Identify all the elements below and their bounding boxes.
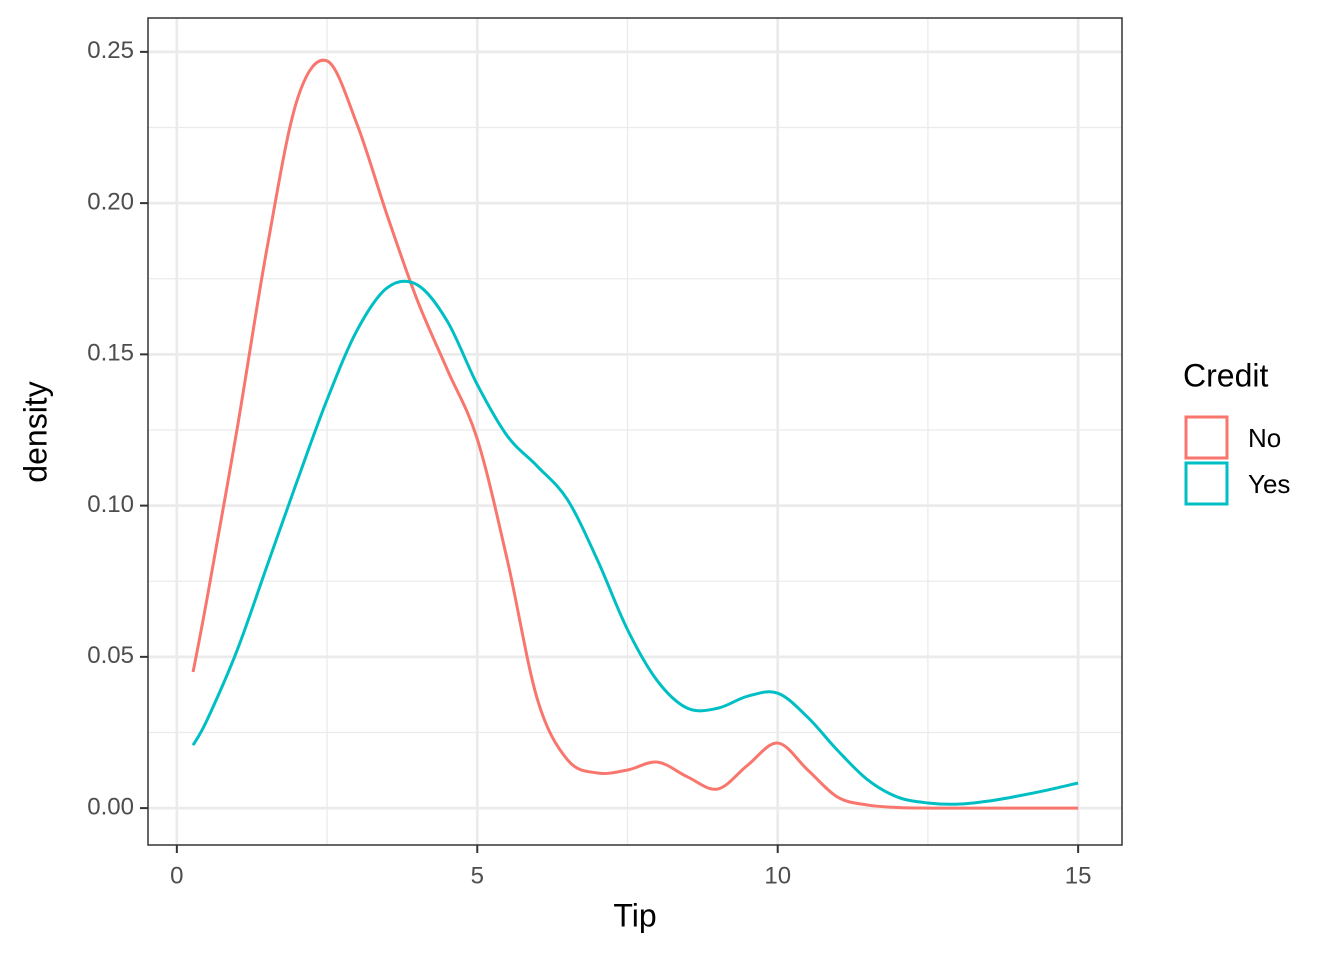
density-line bbox=[191, 58, 1079, 810]
y-axis-title: density bbox=[17, 381, 53, 482]
y-tick-label: 0.00 bbox=[87, 793, 134, 820]
legend-label: No bbox=[1248, 423, 1281, 453]
x-axis-title: Tip bbox=[613, 897, 656, 933]
x-tick-label: 0 bbox=[170, 862, 183, 889]
density-line bbox=[191, 279, 1079, 806]
y-tick-label: 0.25 bbox=[87, 37, 134, 64]
legend-key bbox=[1184, 461, 1229, 506]
y-tick-label: 0.05 bbox=[87, 642, 134, 669]
legend-key bbox=[1184, 415, 1229, 460]
x-tick-label: 15 bbox=[1065, 862, 1092, 889]
y-tick-label: 0.15 bbox=[87, 340, 134, 367]
legend-label: Yes bbox=[1248, 469, 1290, 499]
y-tick-label: 0.10 bbox=[87, 491, 134, 518]
panel-border bbox=[147, 17, 1123, 846]
x-tick-label: 5 bbox=[471, 862, 484, 889]
legend-title: Credit bbox=[1183, 357, 1268, 393]
x-tick-label: 10 bbox=[764, 862, 791, 889]
y-tick-label: 0.20 bbox=[87, 188, 134, 215]
